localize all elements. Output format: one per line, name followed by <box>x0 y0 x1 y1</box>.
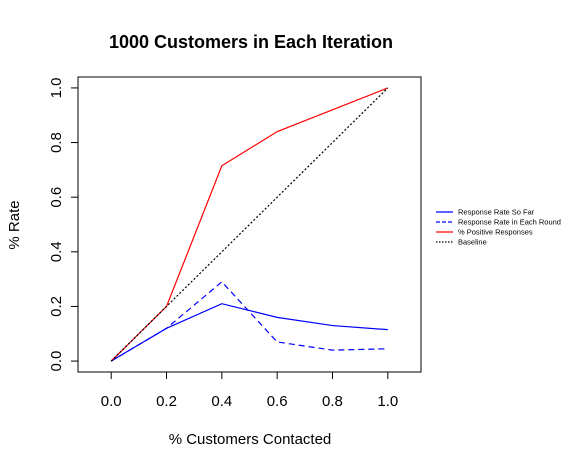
legend-label: Response Rate So Far <box>458 208 535 217</box>
series-line-3 <box>110 87 389 362</box>
y-tick-label: 0.4 <box>48 241 65 262</box>
x-tick-label: 0.4 <box>211 393 232 410</box>
y-tick-label: 1.0 <box>48 77 65 98</box>
x-axis: 0.0 0.2 0.4 0.6 0.8 1.0 <box>101 372 398 410</box>
chart-title: 1000 Customers in Each Iteration <box>109 32 393 52</box>
legend-label: % Positive Responses <box>458 228 533 237</box>
series-line-1 <box>110 303 388 362</box>
x-tick-label: 0.6 <box>267 393 288 410</box>
series-line-2 <box>110 281 388 362</box>
x-axis-label: % Customers Contacted <box>169 431 332 448</box>
x-tick-label: 1.0 <box>377 393 398 410</box>
series-line-4 <box>110 87 389 362</box>
y-tick-label: 0.0 <box>48 351 65 372</box>
y-axis: 0.0 0.2 0.4 0.6 0.8 1.0 <box>48 77 78 372</box>
x-tick-label: 0.2 <box>156 393 177 410</box>
y-tick-label: 0.6 <box>48 187 65 208</box>
y-axis-label: % Rate <box>6 200 23 249</box>
x-tick-label: 0.0 <box>101 393 122 410</box>
x-tick-label: 0.8 <box>322 393 343 410</box>
legend-label: Response Rate in Each Round <box>458 218 561 227</box>
y-tick-label: 0.8 <box>48 132 65 153</box>
series-layer <box>110 87 389 362</box>
y-tick-label: 0.2 <box>48 296 65 317</box>
plot-frame <box>77 76 422 373</box>
legend-label: Baseline <box>458 238 487 247</box>
